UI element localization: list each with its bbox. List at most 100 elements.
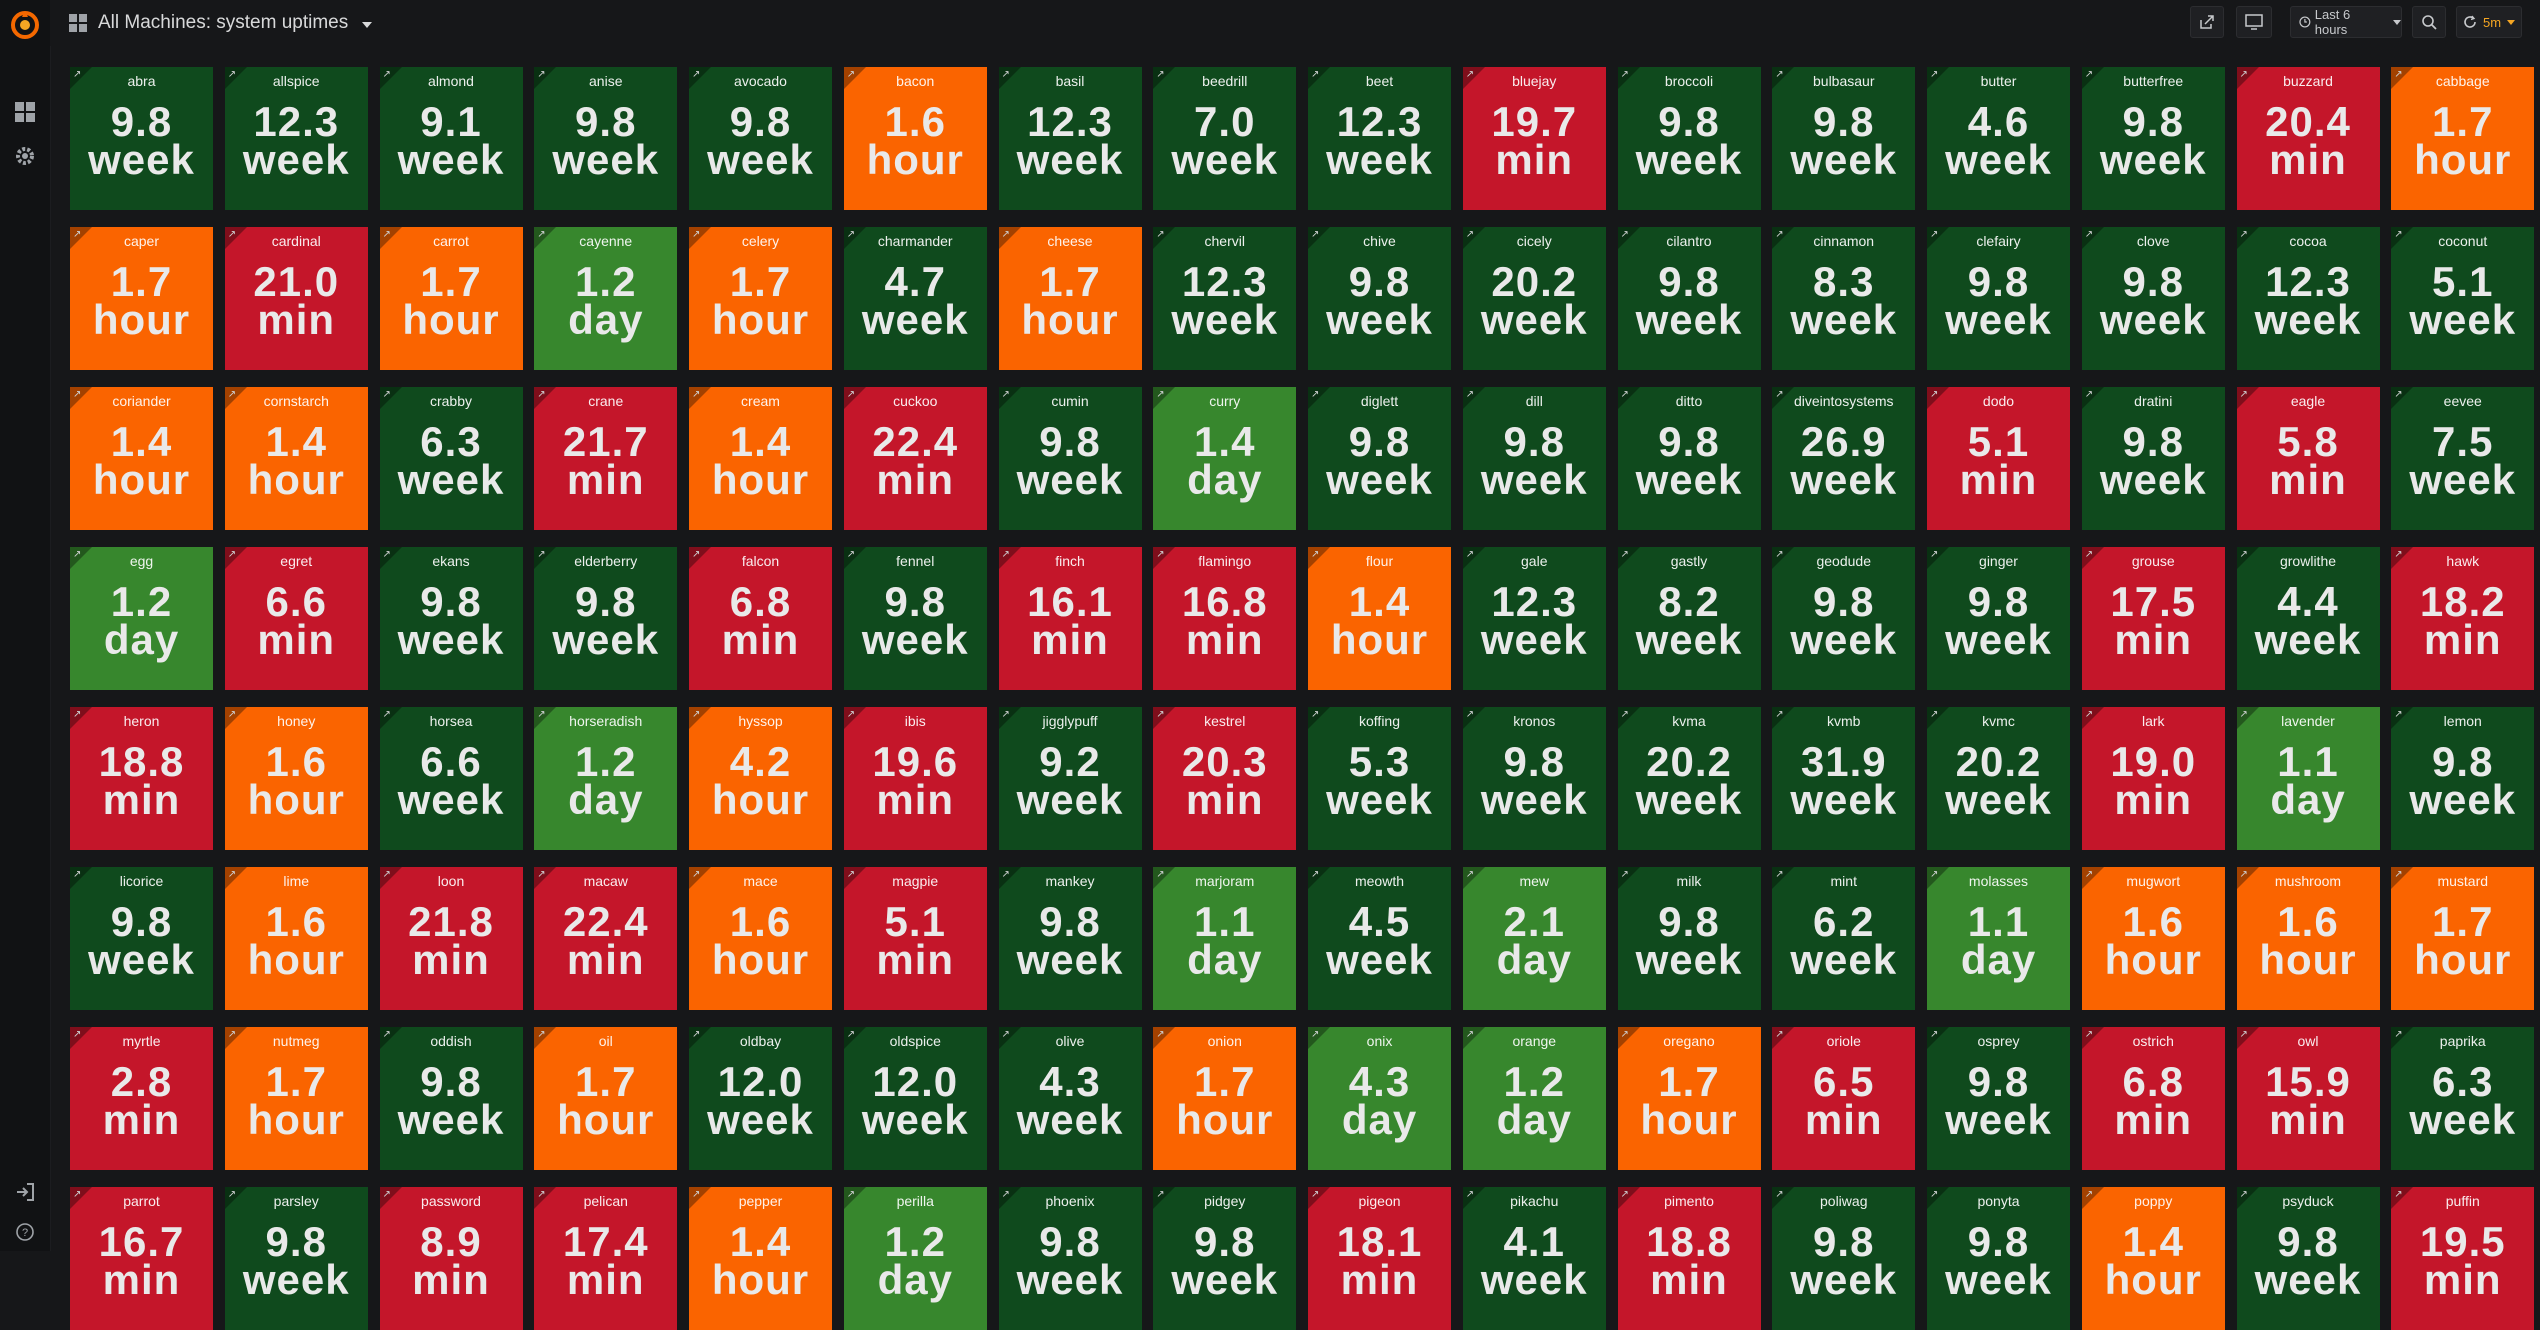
panel-title[interactable]: chervil bbox=[1204, 233, 1245, 249]
external-link-icon[interactable]: ↗ bbox=[692, 1189, 701, 1200]
external-link-icon[interactable]: ↗ bbox=[1930, 389, 1939, 400]
external-link-icon[interactable]: ↗ bbox=[1001, 869, 1010, 880]
panel-title[interactable]: jigglypuff bbox=[1042, 713, 1098, 729]
panel-title[interactable]: pigeon bbox=[1358, 1193, 1401, 1209]
panel-title[interactable]: bluejay bbox=[1512, 73, 1557, 89]
external-link-icon[interactable]: ↗ bbox=[692, 229, 701, 240]
external-link-icon[interactable]: ↗ bbox=[537, 229, 546, 240]
singlestat-panel[interactable]: ↗ oil 1.7 hour bbox=[534, 1027, 678, 1170]
singlestat-panel[interactable]: ↗ dodo 5.1 min bbox=[1927, 387, 2070, 530]
panel-title[interactable]: poliwag bbox=[1820, 1193, 1868, 1209]
singlestat-panel[interactable]: ↗ cuckoo 22.4 min bbox=[843, 387, 987, 530]
external-link-icon[interactable]: ↗ bbox=[1001, 1029, 1010, 1040]
singlestat-panel[interactable]: ↗ egg 1.2 day bbox=[70, 547, 213, 690]
panel-title[interactable]: butter bbox=[1980, 73, 2017, 89]
external-link-icon[interactable]: ↗ bbox=[692, 389, 701, 400]
panel-title[interactable]: cayenne bbox=[579, 233, 633, 249]
singlestat-panel[interactable]: ↗ butter 4.6 week bbox=[1927, 67, 2070, 210]
singlestat-panel[interactable]: ↗ puffin 19.5 min bbox=[2391, 1187, 2535, 1330]
external-link-icon[interactable]: ↗ bbox=[1930, 869, 1939, 880]
external-link-icon[interactable]: ↗ bbox=[1311, 389, 1320, 400]
panel-title[interactable]: dodo bbox=[1982, 393, 2015, 409]
singlestat-panel[interactable]: ↗ pelican 17.4 min bbox=[534, 1187, 678, 1330]
panel-title[interactable]: horsea bbox=[429, 713, 473, 729]
external-link-icon[interactable]: ↗ bbox=[2394, 389, 2403, 400]
external-link-icon[interactable]: ↗ bbox=[227, 69, 237, 80]
singlestat-panel[interactable]: ↗ cabbage 1.7 hour bbox=[2391, 67, 2535, 210]
panel-title[interactable]: growlithe bbox=[2279, 553, 2337, 569]
panel-title[interactable]: beet bbox=[1365, 73, 1394, 89]
external-link-icon[interactable]: ↗ bbox=[2239, 69, 2248, 80]
singlestat-panel[interactable]: ↗ gale 12.3 week bbox=[1462, 547, 1606, 690]
share-button[interactable] bbox=[2190, 6, 2224, 38]
external-link-icon[interactable]: ↗ bbox=[227, 1029, 237, 1040]
panel-title[interactable]: cumin bbox=[1051, 393, 1089, 409]
singlestat-panel[interactable]: ↗ perilla 1.2 day bbox=[843, 1187, 987, 1330]
external-link-icon[interactable]: ↗ bbox=[846, 229, 856, 240]
singlestat-panel[interactable]: ↗ falcon 6.8 min bbox=[689, 547, 832, 690]
external-link-icon[interactable]: ↗ bbox=[1311, 69, 1320, 80]
singlestat-panel[interactable]: ↗ clove 9.8 week bbox=[2081, 227, 2225, 370]
panel-title[interactable]: allspice bbox=[272, 73, 320, 89]
panel-title[interactable]: onion bbox=[1207, 1033, 1242, 1049]
external-link-icon[interactable]: ↗ bbox=[537, 869, 546, 880]
singlestat-panel[interactable]: ↗ beet 12.3 week bbox=[1308, 67, 1451, 210]
singlestat-panel[interactable]: ↗ poppy 1.4 hour bbox=[2081, 1187, 2225, 1330]
panel-title[interactable]: chive bbox=[1363, 233, 1396, 249]
singlestat-panel[interactable]: ↗ phoenix 9.8 week bbox=[998, 1187, 1142, 1330]
external-link-icon[interactable]: ↗ bbox=[73, 869, 82, 880]
singlestat-panel[interactable]: ↗ crane 21.7 min bbox=[534, 387, 678, 530]
singlestat-panel[interactable]: ↗ licorice 9.8 week bbox=[70, 867, 213, 1010]
dashboard-picker[interactable]: All Machines: system uptimes bbox=[68, 10, 373, 36]
singlestat-panel[interactable]: ↗ butterfree 9.8 week bbox=[2081, 67, 2225, 210]
singlestat-panel[interactable]: ↗ onix 4.3 day bbox=[1308, 1027, 1451, 1170]
external-link-icon[interactable]: ↗ bbox=[1001, 389, 1010, 400]
panel-title[interactable]: nutmeg bbox=[272, 1033, 320, 1049]
panel-title[interactable]: loon bbox=[437, 873, 465, 889]
external-link-icon[interactable]: ↗ bbox=[1620, 1029, 1629, 1040]
external-link-icon[interactable]: ↗ bbox=[227, 869, 237, 880]
external-link-icon[interactable]: ↗ bbox=[1775, 1029, 1784, 1040]
panel-title[interactable]: onix bbox=[1366, 1033, 1393, 1049]
external-link-icon[interactable]: ↗ bbox=[1620, 69, 1629, 80]
external-link-icon[interactable]: ↗ bbox=[1311, 869, 1320, 880]
singlestat-panel[interactable]: ↗ flamingo 16.8 min bbox=[1153, 547, 1297, 690]
singlestat-panel[interactable]: ↗ owl 15.9 min bbox=[2236, 1027, 2380, 1170]
panel-title[interactable]: mustard bbox=[2437, 873, 2489, 889]
singlestat-panel[interactable]: ↗ macaw 22.4 min bbox=[534, 867, 678, 1010]
external-link-icon[interactable]: ↗ bbox=[537, 709, 546, 720]
external-link-icon[interactable]: ↗ bbox=[1001, 1189, 1010, 1200]
external-link-icon[interactable]: ↗ bbox=[227, 389, 237, 400]
external-link-icon[interactable]: ↗ bbox=[846, 69, 856, 80]
singlestat-panel[interactable]: ↗ mankey 9.8 week bbox=[998, 867, 1142, 1010]
singlestat-panel[interactable]: ↗ mace 1.6 hour bbox=[689, 867, 832, 1010]
panel-title[interactable]: orange bbox=[1512, 1033, 1557, 1049]
panel-title[interactable]: coriander bbox=[112, 393, 171, 409]
singlestat-panel[interactable]: ↗ anise 9.8 week bbox=[534, 67, 678, 210]
singlestat-panel[interactable]: ↗ heron 18.8 min bbox=[70, 707, 213, 850]
singlestat-panel[interactable]: ↗ mugwort 1.6 hour bbox=[2081, 867, 2225, 1010]
singlestat-panel[interactable]: ↗ grouse 17.5 min bbox=[2081, 547, 2225, 690]
singlestat-panel[interactable]: ↗ clefairy 9.8 week bbox=[1927, 227, 2070, 370]
external-link-icon[interactable]: ↗ bbox=[2239, 549, 2248, 560]
help-icon[interactable]: ? bbox=[13, 1220, 37, 1244]
external-link-icon[interactable]: ↗ bbox=[1930, 69, 1939, 80]
external-link-icon[interactable]: ↗ bbox=[382, 549, 391, 560]
panel-title[interactable]: lemon bbox=[2443, 713, 2482, 729]
panel-title[interactable]: fennel bbox=[896, 553, 935, 569]
external-link-icon[interactable]: ↗ bbox=[227, 549, 237, 560]
external-link-icon[interactable]: ↗ bbox=[2084, 389, 2094, 400]
panel-title[interactable]: diveintosystems bbox=[1793, 393, 1894, 409]
singlestat-panel[interactable]: ↗ elderberry 9.8 week bbox=[534, 547, 678, 690]
external-link-icon[interactable]: ↗ bbox=[1930, 229, 1939, 240]
external-link-icon[interactable]: ↗ bbox=[227, 229, 237, 240]
external-link-icon[interactable]: ↗ bbox=[1311, 1189, 1320, 1200]
panel-title[interactable]: elderberry bbox=[574, 553, 638, 569]
external-link-icon[interactable]: ↗ bbox=[1311, 1029, 1320, 1040]
panel-title[interactable]: parsley bbox=[273, 1193, 319, 1209]
external-link-icon[interactable]: ↗ bbox=[1930, 549, 1939, 560]
singlestat-panel[interactable]: ↗ finch 16.1 min bbox=[998, 547, 1142, 690]
singlestat-panel[interactable]: ↗ honey 1.6 hour bbox=[224, 707, 368, 850]
external-link-icon[interactable]: ↗ bbox=[1311, 549, 1320, 560]
external-link-icon[interactable]: ↗ bbox=[382, 1029, 391, 1040]
